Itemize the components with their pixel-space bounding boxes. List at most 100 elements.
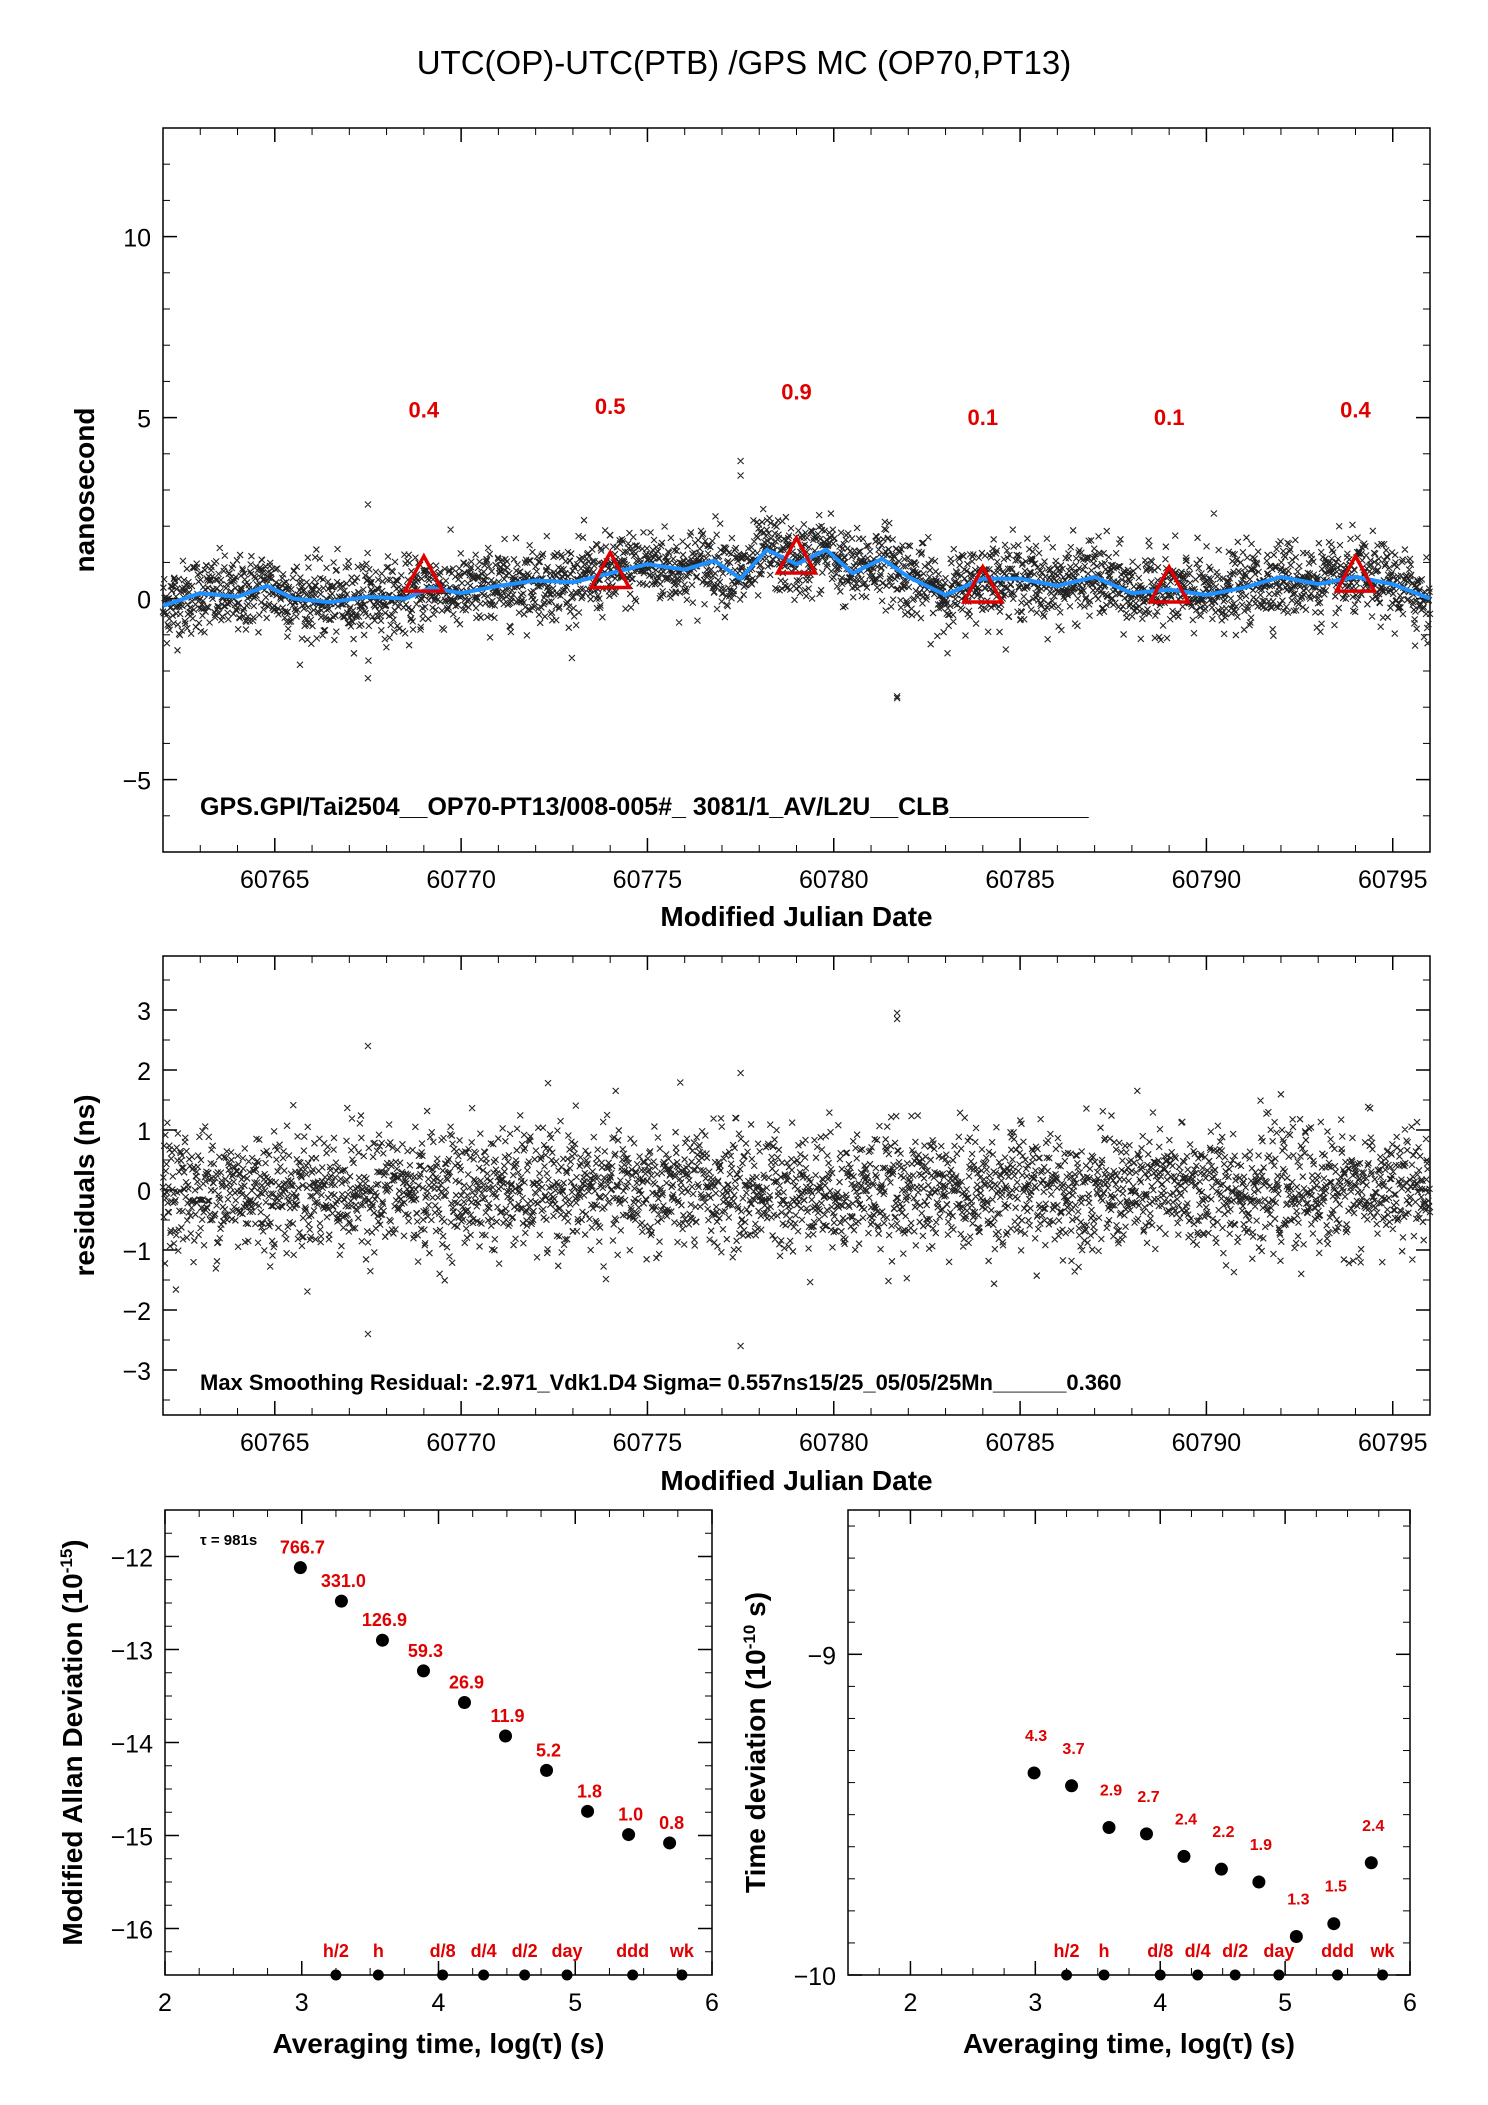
y-tick-label: −15 xyxy=(111,1824,153,1852)
x-tick-label: 5 xyxy=(568,1989,582,2017)
x-tick-label: 60765 xyxy=(240,1429,310,1457)
y-tick-label: −2 xyxy=(122,1298,151,1326)
raw-data-series xyxy=(159,457,1434,702)
deviation-label: 2.7 xyxy=(1137,1789,1159,1806)
reference-point xyxy=(1377,1969,1389,1981)
y-tick-label: 2 xyxy=(137,1058,151,1086)
x-tick-label: 60790 xyxy=(1172,866,1242,894)
reference-label: d/2 xyxy=(1222,1941,1248,1961)
mid-annotation: Max Smoothing Residual: -2.971_Vdk1.D4 S… xyxy=(200,1370,1121,1395)
x-tick-label: 60775 xyxy=(613,1429,683,1457)
triangle-marker xyxy=(588,548,633,590)
y-tick-label: −14 xyxy=(111,1731,154,1759)
deviation-label: 1.3 xyxy=(1287,1892,1309,1909)
y-tick-label: 5 xyxy=(137,406,151,434)
reference-label: h/2 xyxy=(323,1941,349,1961)
y-tick-label: −16 xyxy=(111,1917,153,1945)
reference-label: wk xyxy=(669,1941,695,1961)
y-tick-label: 3 xyxy=(137,998,151,1026)
x-tick-label: 60785 xyxy=(985,866,1055,894)
triangle-marker xyxy=(960,563,1005,604)
y-tick-label: 0 xyxy=(137,1178,151,1206)
stability-xlabel: Averaging time, log(τ) (s) xyxy=(963,2028,1295,2059)
x-tick-label: 60770 xyxy=(426,866,496,894)
reference-label: d/4 xyxy=(1185,1941,1211,1961)
deviation-point xyxy=(622,1828,636,1842)
reference-label: day xyxy=(1263,1941,1294,1961)
mid-xlabel: Modified Julian Date xyxy=(660,1465,932,1496)
stability-ylabel: Modified Allan Deviation (10-15) xyxy=(57,1539,88,1945)
deviation-point xyxy=(499,1729,513,1743)
x-tick-label: 60770 xyxy=(426,1429,496,1457)
deviation-point xyxy=(375,1633,389,1647)
x-tick-label: 60780 xyxy=(799,1429,869,1457)
y-tick-label: −1 xyxy=(122,1238,151,1266)
reference-label: ddd xyxy=(1321,1941,1354,1961)
triangle-marker xyxy=(401,552,446,593)
reference-point xyxy=(478,1969,490,1981)
smoothed-curve xyxy=(162,547,1431,608)
x-tick-label: 5 xyxy=(1278,1989,1292,2017)
deviation-label: 1.5 xyxy=(1325,1879,1347,1896)
deviation-point xyxy=(1139,1827,1153,1841)
triangle-label: 0.1 xyxy=(968,405,999,430)
deviation-label: 1.9 xyxy=(1250,1837,1272,1854)
stability-ylabel: Time deviation (10-10 s) xyxy=(740,1592,771,1893)
reference-point xyxy=(627,1969,639,1981)
residual-points xyxy=(159,1009,1434,1350)
triangle-marker xyxy=(774,534,819,575)
deviation-point xyxy=(416,1664,430,1678)
reference-point xyxy=(1229,1969,1241,1981)
deviation-label: 59.3 xyxy=(408,1641,443,1661)
reference-point xyxy=(1332,1969,1344,1981)
deviation-point xyxy=(1252,1875,1266,1889)
deviation-label: 1.0 xyxy=(618,1805,643,1825)
deviation-label: 1.8 xyxy=(577,1781,602,1801)
reference-point xyxy=(676,1969,688,1981)
triangle-label: 0.5 xyxy=(595,394,626,419)
y-tick-label: 10 xyxy=(123,225,151,253)
x-tick-label: 60765 xyxy=(240,866,310,894)
reference-label: day xyxy=(552,1941,583,1961)
deviation-point xyxy=(457,1696,471,1710)
deviation-label: 0.8 xyxy=(659,1813,684,1833)
reference-point xyxy=(437,1969,449,1981)
triangle-marker xyxy=(1147,563,1192,604)
reference-label: d/4 xyxy=(471,1941,497,1961)
tau-note: τ = 981s xyxy=(200,1532,257,1549)
reference-label: d/8 xyxy=(430,1941,456,1961)
triangle-label: 0.9 xyxy=(781,380,812,405)
reference-point xyxy=(330,1969,342,1981)
x-tick-label: 4 xyxy=(432,1989,446,2017)
deviation-point xyxy=(334,1594,348,1608)
deviation-point xyxy=(293,1561,307,1575)
deviation-label: 126.9 xyxy=(362,1610,407,1630)
y-tick-label: −9 xyxy=(807,1642,836,1670)
deviation-point xyxy=(1289,1930,1303,1944)
top-ylabel: nanosecond xyxy=(69,408,100,573)
deviation-point xyxy=(1327,1917,1341,1931)
x-tick-label: 60795 xyxy=(1358,1429,1428,1457)
triangle-marker xyxy=(1333,552,1378,593)
y-tick-label: 1 xyxy=(137,1118,151,1146)
deviation-label: 2.9 xyxy=(1100,1782,1122,1799)
y-tick-label: −3 xyxy=(122,1358,151,1386)
x-tick-label: 4 xyxy=(1153,1989,1167,2017)
reference-point xyxy=(1192,1969,1204,1981)
reference-label: h xyxy=(373,1941,384,1961)
stability-xlabel: Averaging time, log(τ) (s) xyxy=(273,2028,605,2059)
x-tick-label: 60790 xyxy=(1172,1429,1242,1457)
triangle-label: 0.4 xyxy=(1340,398,1371,423)
deviation-point xyxy=(1065,1779,1079,1793)
deviation-point xyxy=(1364,1856,1378,1870)
reference-label: wk xyxy=(1370,1941,1396,1961)
residuals-series xyxy=(159,1009,1434,1350)
deviation-point xyxy=(1177,1849,1191,1863)
raw-data-points xyxy=(159,457,1434,702)
reference-label: d/8 xyxy=(1147,1941,1173,1961)
y-tick-label: −12 xyxy=(111,1545,153,1573)
x-tick-label: 60775 xyxy=(613,866,683,894)
x-tick-label: 6 xyxy=(1403,1989,1417,2017)
y-tick-label: −10 xyxy=(794,1963,836,1991)
reference-point xyxy=(372,1969,384,1981)
